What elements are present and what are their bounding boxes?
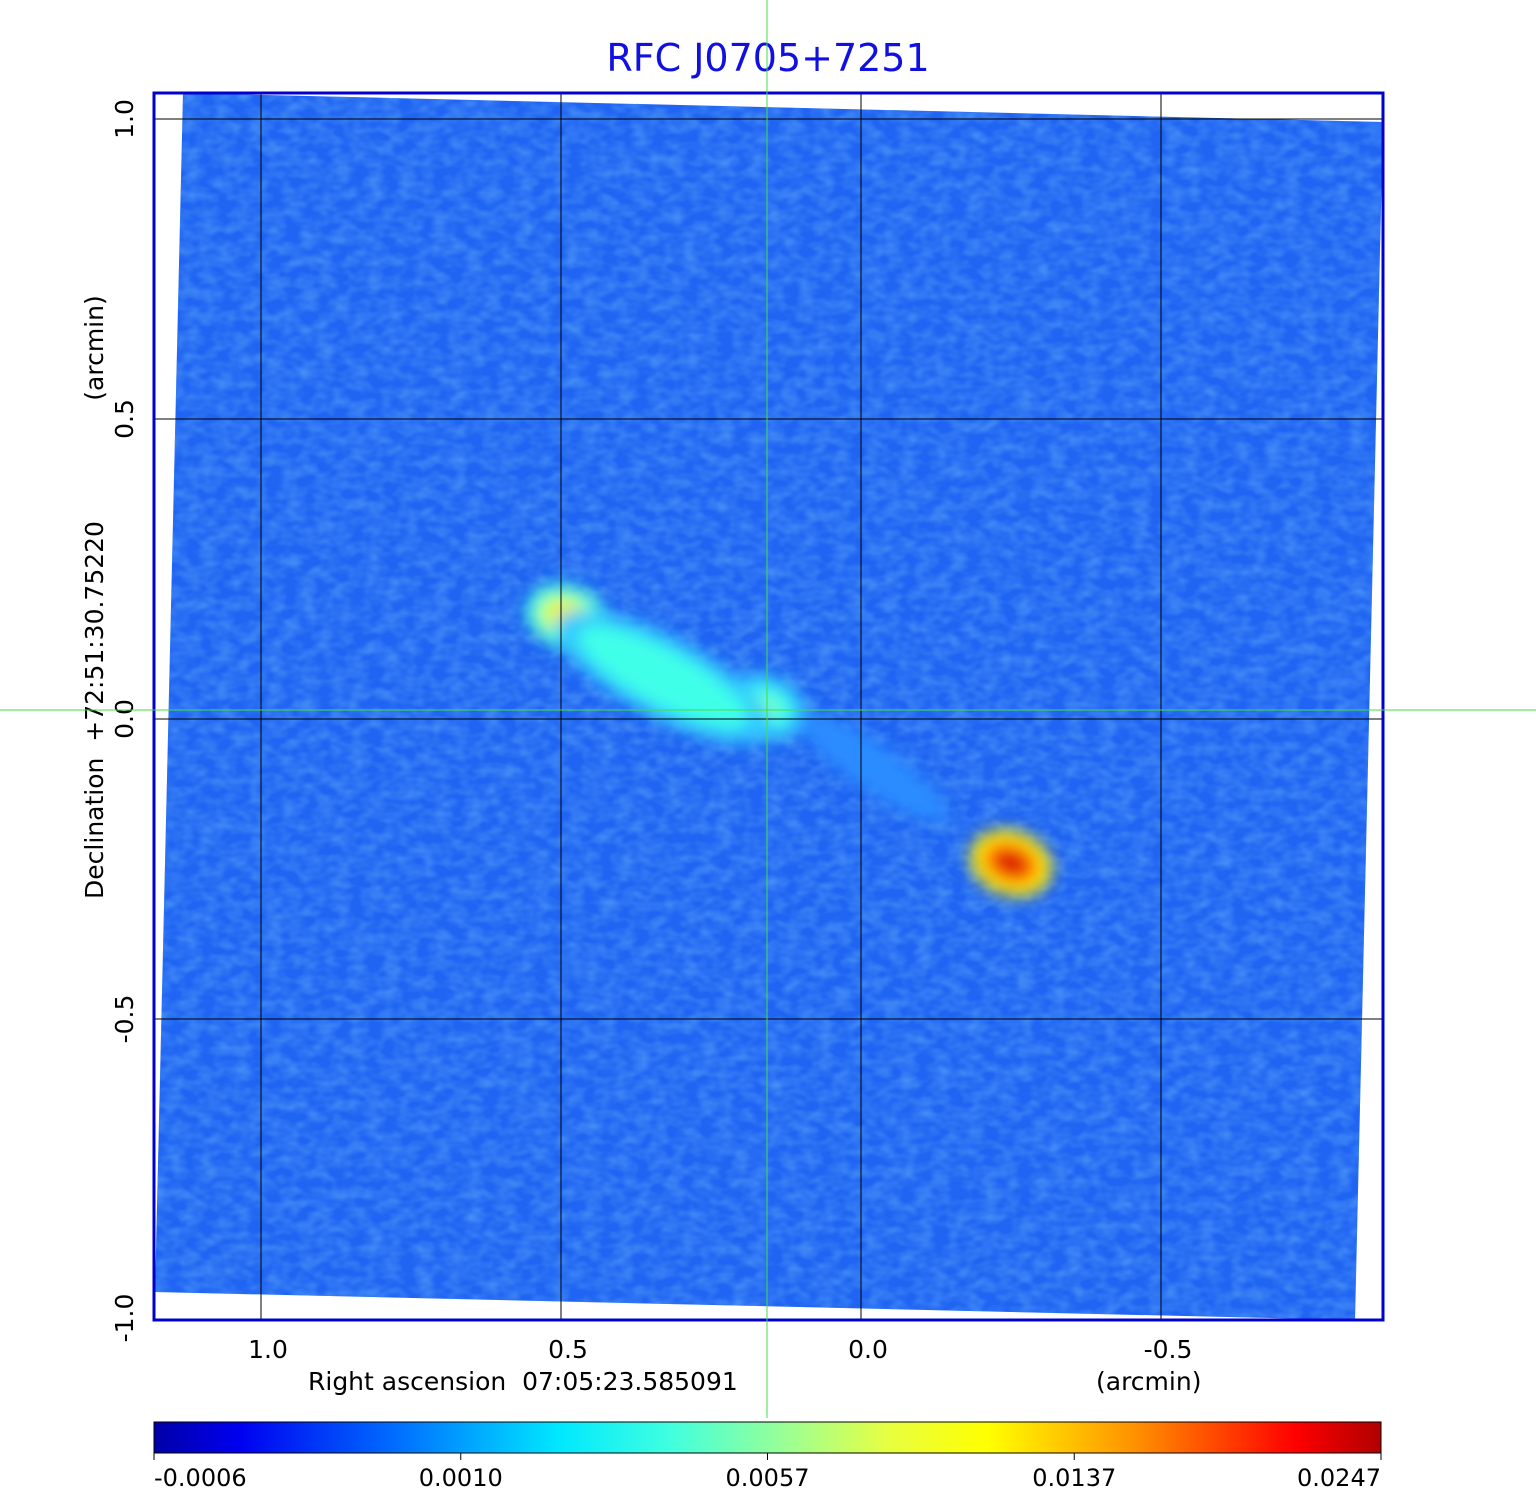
- colorbar: [153, 1421, 1382, 1454]
- y-tick-label: 1.0: [110, 99, 139, 139]
- x-axis-unit: (arcmin): [1096, 1367, 1201, 1396]
- x-tick-label: 1.0: [248, 1335, 288, 1364]
- colorbar-tick-label: 0.0057: [726, 1464, 810, 1492]
- y-tick-label: 0.0: [110, 699, 139, 739]
- plot-frame: [152, 91, 1385, 1322]
- x-axis-label: Right ascension 07:05:23.585091: [308, 1367, 738, 1396]
- colorbar-tick-label: 0.0137: [1032, 1464, 1116, 1492]
- plot-title: RFC J0705+7251: [606, 36, 929, 80]
- colorbar-tick-label: 0.0247: [1297, 1464, 1381, 1492]
- y-tick-label: -1.0: [110, 1294, 139, 1343]
- sky-image: [155, 93, 1383, 1320]
- x-tick-label: -0.5: [1144, 1335, 1193, 1364]
- source-lobe-west: [970, 829, 1052, 897]
- source-jet-west: [798, 712, 948, 822]
- y-tick-label: 0.5: [110, 399, 139, 439]
- x-tick-label: 0.5: [548, 1335, 588, 1364]
- colorbar-tick-label: 0.0010: [419, 1464, 503, 1492]
- grid-lines: [154, 93, 1383, 1320]
- x-tick-label: 0.0: [848, 1335, 888, 1364]
- y-tick-label: -0.5: [110, 995, 139, 1044]
- y-axis-unit: (arcmin): [80, 295, 109, 400]
- colorbar-tick-label: -0.0006: [154, 1464, 247, 1492]
